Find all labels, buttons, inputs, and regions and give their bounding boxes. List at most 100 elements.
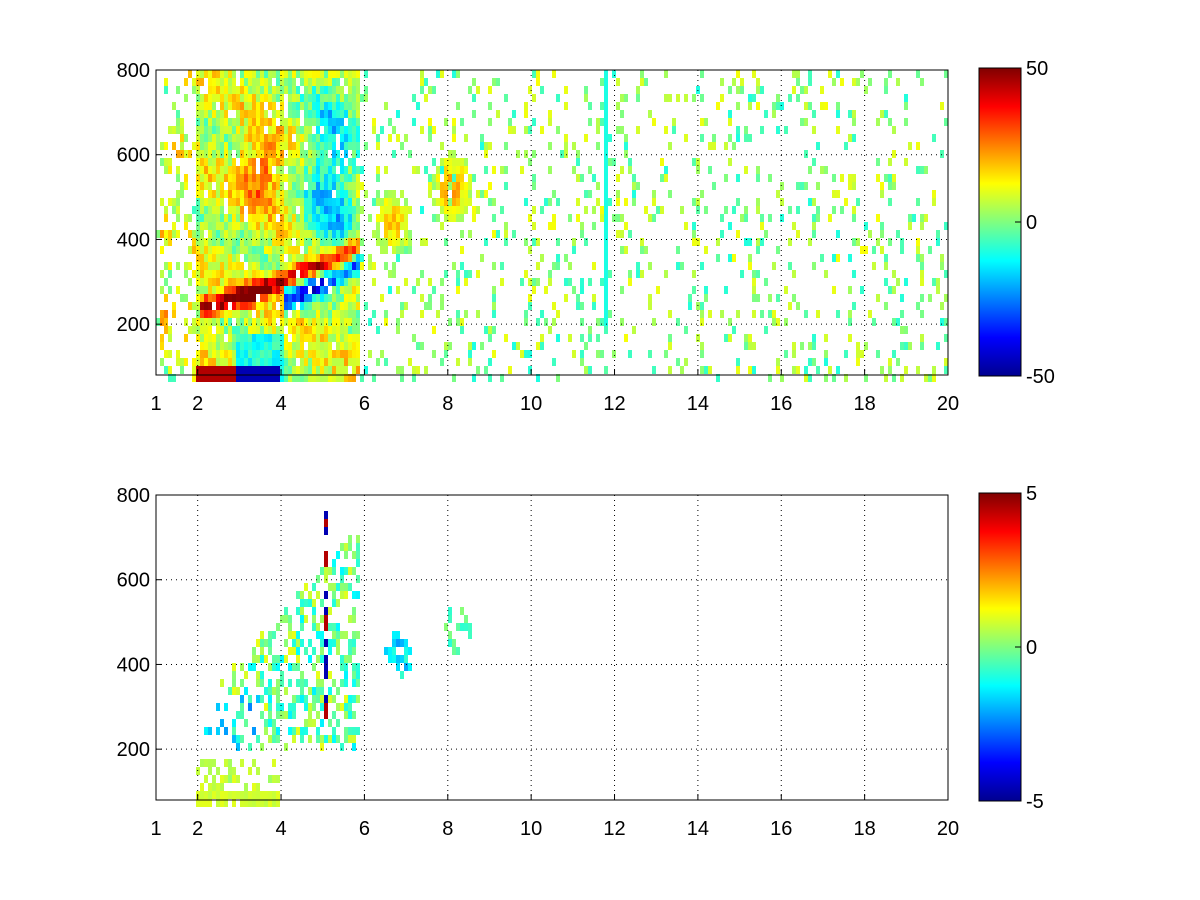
heatmap-cell <box>348 735 352 743</box>
heatmap-cell <box>328 366 332 374</box>
heatmap-cell <box>336 206 340 214</box>
heatmap-cell <box>308 342 312 350</box>
heatmap-cell <box>352 278 356 286</box>
heatmap-cell <box>224 70 228 78</box>
heatmap-cell <box>332 198 336 206</box>
heatmap-cell <box>332 222 336 230</box>
heatmap-cell <box>316 326 320 334</box>
heatmap-cell <box>360 374 364 382</box>
heatmap-cell <box>296 254 300 262</box>
heatmap-cell <box>288 78 292 86</box>
heatmap-cell <box>292 182 296 190</box>
heatmap-cell <box>568 214 572 222</box>
heatmap-cell <box>348 342 352 350</box>
heatmap-cell <box>244 182 248 190</box>
heatmap-cell <box>220 78 224 86</box>
heatmap-cell <box>228 374 232 382</box>
heatmap-cell <box>228 278 232 286</box>
heatmap-cell <box>576 302 580 310</box>
heatmap-cell <box>288 126 292 134</box>
heatmap-cell <box>208 759 212 767</box>
heatmap-cell <box>292 150 296 158</box>
heatmap-cell <box>220 142 224 150</box>
heatmap-cell <box>268 134 272 142</box>
heatmap-cell <box>292 374 296 382</box>
heatmap-cell <box>640 70 644 78</box>
heatmap-cell <box>228 286 232 294</box>
heatmap-cell <box>240 366 244 374</box>
heatmap-cell <box>204 374 208 382</box>
heatmap-cell <box>332 302 336 310</box>
heatmap-cell <box>692 286 696 294</box>
heatmap-cell <box>356 671 360 679</box>
heatmap-cell <box>220 310 224 318</box>
heatmap-cell <box>188 230 192 238</box>
heatmap-cell <box>496 110 500 118</box>
heatmap-cell <box>328 70 332 78</box>
heatmap-cell <box>252 366 256 374</box>
heatmap-cell <box>268 94 272 102</box>
heatmap-cell <box>232 86 236 94</box>
heatmap-cell <box>400 206 404 214</box>
heatmap-cell <box>356 350 360 358</box>
heatmap-cell <box>324 711 328 719</box>
heatmap-cell <box>276 70 280 78</box>
heatmap-cell <box>940 102 944 110</box>
heatmap-cell <box>892 150 896 158</box>
heatmap-cell <box>900 238 904 246</box>
heatmap-cell <box>216 350 220 358</box>
heatmap-cell <box>316 695 320 703</box>
heatmap-cell <box>312 623 316 631</box>
heatmap-cell <box>268 639 272 647</box>
heatmap-cell <box>488 86 492 94</box>
heatmap-cell <box>200 270 204 278</box>
heatmap-cell <box>308 262 312 270</box>
heatmap-cell <box>388 190 392 198</box>
y-tick-label: 800 <box>117 485 150 507</box>
heatmap-cell <box>532 286 536 294</box>
heatmap-cell <box>248 334 252 342</box>
heatmap-cell <box>324 350 328 358</box>
heatmap-cell <box>252 86 256 94</box>
heatmap-cell <box>752 70 756 78</box>
heatmap-cell <box>280 198 284 206</box>
heatmap-cell <box>352 735 356 743</box>
heatmap-cell <box>296 110 300 118</box>
heatmap-cell <box>812 110 816 118</box>
heatmap-cell <box>476 86 480 94</box>
heatmap-cell <box>296 214 300 222</box>
heatmap-cell <box>272 799 276 807</box>
heatmap-cell <box>232 310 236 318</box>
heatmap-cell <box>284 70 288 78</box>
heatmap-cell <box>276 679 280 687</box>
heatmap-cell <box>252 278 256 286</box>
heatmap-cell <box>344 174 348 182</box>
heatmap-cell <box>324 703 328 711</box>
heatmap-cell <box>228 687 232 695</box>
heatmap-cell <box>608 270 612 278</box>
heatmap-cell <box>436 214 440 222</box>
heatmap-cell <box>340 246 344 254</box>
heatmap-cell <box>308 599 312 607</box>
heatmap-cell <box>472 206 476 214</box>
heatmap-cell <box>348 70 352 78</box>
heatmap-cell <box>640 238 644 246</box>
heatmap-cell <box>284 366 288 374</box>
heatmap-cell <box>536 342 540 350</box>
heatmap-cell <box>256 78 260 86</box>
heatmap-cell <box>244 134 248 142</box>
heatmap-cell <box>232 142 236 150</box>
heatmap-cell <box>808 238 812 246</box>
heatmap-cell <box>244 671 248 679</box>
heatmap-cell <box>340 663 344 671</box>
heatmap-cell <box>204 102 208 110</box>
heatmap-cell <box>304 238 308 246</box>
heatmap-cell <box>312 294 316 302</box>
heatmap-cell <box>352 591 356 599</box>
heatmap-cell <box>344 150 348 158</box>
heatmap-cell <box>284 687 288 695</box>
heatmap-cell <box>592 302 596 310</box>
heatmap-cell <box>828 70 832 78</box>
heatmap-cell <box>728 318 732 326</box>
heatmap-cell <box>228 86 232 94</box>
